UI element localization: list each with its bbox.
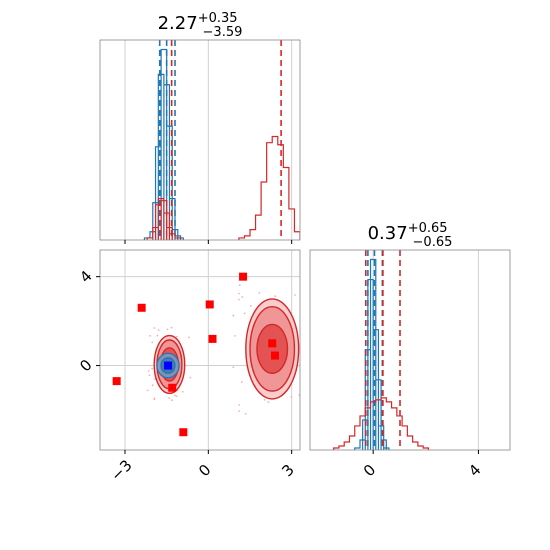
sample-dot [170,326,173,329]
sample-dot [147,370,150,372]
sample-dot [238,410,241,413]
marker-8 [271,351,279,360]
title-param1-plus: +0.35 [198,11,238,26]
sample-dot [188,336,190,339]
sample-dot [174,394,177,397]
title-param1: 2.27+0.35 −3.59 [158,11,243,40]
marker-7 [268,339,277,348]
sample-dot [168,397,171,399]
marker-6 [239,272,248,281]
sample-dot [153,398,156,401]
hist-background [310,250,510,450]
sample-dot [244,412,247,415]
sample-dot [234,334,236,337]
hist-panel-param2 [309,249,511,451]
sample-dot [306,287,308,289]
sample-dot [243,312,246,315]
sample-dot [294,294,296,296]
marker-3 [179,428,188,437]
hist-background [100,40,300,240]
hist-series-1 [146,135,300,240]
sample-dot [166,328,169,331]
y-tick-label: 0 [76,356,95,375]
sample-dot [238,404,241,406]
sample-dot [274,295,277,298]
sample-dot [238,284,241,287]
hist-series-0 [354,258,390,450]
sample-dot [290,395,293,398]
x-tick-label: 0 [195,461,214,480]
sample-dot [189,376,192,379]
truth-marker [164,361,173,370]
hist-series-0 [143,48,184,240]
sample-dot [153,327,156,329]
sample-dot [263,398,266,401]
sample-dot [267,401,270,404]
sample-dot [258,292,261,294]
sample-dot [181,390,184,393]
marker-5 [208,334,217,343]
sample-dot [175,335,178,338]
title-param2-value: 0.37 [368,223,408,244]
contour-b-1-level-2 [256,323,289,375]
panel-frame [99,249,301,451]
sample-dot [240,381,243,384]
marker-2 [168,383,177,392]
panel-frame [309,249,511,451]
sample-dot [232,314,235,317]
sample-dot [175,395,178,398]
marker-0 [112,377,121,386]
sample-dot [238,292,240,295]
joint-panel [99,249,309,451]
title-param2-minus: −0.65 [413,235,453,250]
sample-dot [237,298,240,301]
sample-dot [146,389,149,392]
sample-dot [149,334,151,337]
title-param1-value: 2.27 [158,13,198,34]
title-param2-plus: +0.65 [408,221,448,236]
sample-dot [157,329,160,332]
marker-4 [205,300,214,309]
hist-panel-param1 [99,39,301,241]
sample-dot [307,388,309,390]
sample-dot [156,334,159,337]
sample-dot [148,374,151,377]
y-tick-label: 4 [76,267,95,286]
title-param1-minus: −3.59 [203,25,243,40]
hist-series-1 [333,397,430,450]
sample-dot [249,305,252,307]
sample-dot [151,341,154,344]
sample-dot [241,296,244,298]
x-tick-label: 3 [278,461,297,480]
sample-dot [302,359,304,361]
x-tick-label: −3 [107,456,135,484]
x-tick-label-param2: 4 [465,461,484,480]
sample-dot [151,384,154,387]
panel-frame [99,39,301,241]
marker-1 [137,303,146,312]
sample-dot [151,367,153,370]
sample-dot [303,325,305,327]
sample-dot [171,399,173,402]
x-tick-label-param2: 0 [360,461,379,480]
sample-dot [232,366,235,369]
sample-dot [303,379,305,381]
title-param2: 0.37+0.65 −0.65 [368,221,453,250]
